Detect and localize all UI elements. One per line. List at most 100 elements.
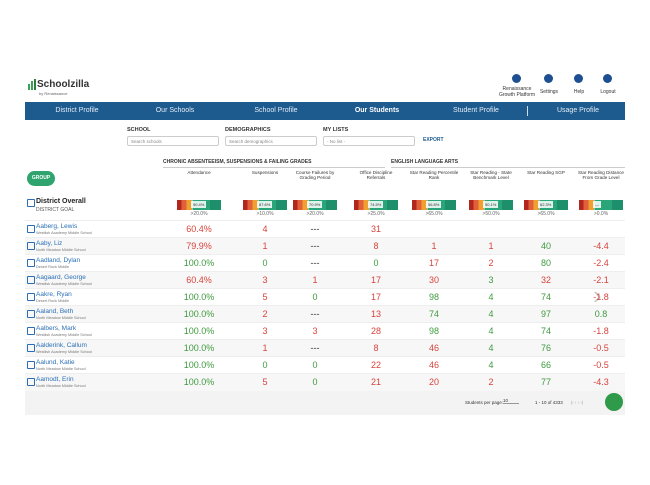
metric-value: 30: [428, 275, 439, 285]
metric-value: 100.0%: [183, 343, 215, 353]
metric-value: 22: [370, 360, 381, 370]
student-row: Aaland, Beth North Meadow Middle School 10…: [25, 305, 625, 323]
metric-value: 4: [488, 326, 494, 336]
metric-value: 2: [262, 309, 268, 319]
app: Schoolzilla by Renaissance District Prof…: [25, 70, 625, 415]
district-bar: 74.5%: [354, 200, 398, 210]
district-goal: >25.0%: [367, 211, 385, 217]
nav-item[interactable]: District Profile: [55, 107, 99, 114]
checkbox[interactable]: [27, 242, 35, 250]
checkbox[interactable]: [27, 259, 35, 267]
nav-item[interactable]: Usage Profile: [556, 107, 600, 114]
metric-value: ---: [310, 258, 320, 268]
student-name[interactable]: Aagaard, George: [36, 274, 86, 281]
district-bar: 90.4%: [177, 200, 221, 210]
metric-value: 3: [488, 275, 494, 285]
metric-value: 1: [431, 241, 437, 251]
scroll-arrow[interactable]: ›: [593, 280, 602, 310]
filter-select[interactable]: Search schools: [127, 136, 219, 146]
district-bar: 87.6%: [243, 200, 287, 210]
metric-value: 46: [428, 343, 439, 353]
district-bar-label: 90.4%: [191, 201, 207, 208]
metric-value: 4: [488, 360, 494, 370]
metric-value: 4: [488, 292, 494, 302]
district-bar-label: 62.3%: [538, 201, 554, 208]
column-group: CHRONIC ABSENTEEISM, SUSPENSIONS & FAILI…: [163, 159, 385, 168]
checkbox[interactable]: [27, 199, 35, 207]
student-name[interactable]: Aadland, Dylan: [36, 257, 81, 264]
student-name[interactable]: Aaland, Beth: [36, 308, 74, 315]
column-header: Star Reading Percentile Rank: [409, 170, 459, 180]
filter-select[interactable]: Search demographics: [225, 136, 317, 146]
header-icon[interactable]: [544, 74, 553, 83]
student-name[interactable]: Aamodt, Erin: [36, 376, 74, 383]
group-button[interactable]: GROUP: [27, 171, 55, 186]
metric-value: 97: [540, 309, 551, 319]
filter-label: SCHOOL: [127, 127, 151, 133]
metric-value: 100.0%: [183, 292, 215, 302]
student-name[interactable]: Aalund, Katie: [36, 359, 75, 366]
export-button[interactable]: EXPORT: [423, 137, 444, 143]
metric-value: 5: [262, 377, 268, 387]
metric-value: 98: [428, 292, 439, 302]
app-badge[interactable]: [605, 393, 623, 411]
nav-item[interactable]: Student Profile: [453, 107, 499, 114]
metric-value: 17: [370, 292, 381, 302]
metric-value: 0: [262, 258, 268, 268]
student-school: North Meadow Middle School: [36, 384, 86, 388]
header-icon[interactable]: [603, 74, 612, 83]
district-goal: >50.0%: [482, 211, 500, 217]
student-row: Aalderink, Callum Westlish Academy Middle…: [25, 339, 625, 357]
header-link[interactable]: Renaissance Growth Platform: [498, 86, 536, 98]
column-header: Suspensions: [251, 170, 279, 175]
brand: Schoolzilla: [37, 79, 90, 90]
metric-value: 8: [373, 241, 379, 251]
metric-value: 5: [262, 292, 268, 302]
checkbox[interactable]: [27, 310, 35, 318]
pager[interactable]: |‹ ‹ › ›|: [571, 400, 584, 405]
filter-label: DEMOGRAPHICS: [225, 127, 271, 133]
metric-value: ---: [310, 224, 320, 234]
checkbox[interactable]: [27, 361, 35, 369]
metric-value: 3: [262, 326, 268, 336]
checkbox[interactable]: [27, 225, 35, 233]
district-goal: >20.0%: [306, 211, 324, 217]
metric-value: 3: [312, 326, 318, 336]
metric-value: 79.9%: [186, 241, 212, 251]
checkbox[interactable]: [27, 344, 35, 352]
metric-value: 0: [262, 360, 268, 370]
student-row: Aakre, Ryan Desert Rock Middle 100.0% 5 0 17 9…: [25, 288, 625, 306]
district-goal: >20.0%: [190, 211, 208, 217]
metric-value: 4: [262, 224, 268, 234]
checkbox[interactable]: [27, 293, 35, 301]
district-bar-label: 87.6%: [257, 201, 273, 208]
metric-value: 100.0%: [183, 309, 215, 319]
checkbox[interactable]: [27, 327, 35, 335]
header-icon[interactable]: [512, 74, 521, 83]
per-page-select[interactable]: 10: [503, 398, 519, 404]
student-row: Aadland, Dylan Desert Rock Middle 100.0% 0 -…: [25, 254, 625, 272]
header-icon[interactable]: [574, 74, 583, 83]
filter-select[interactable]: - No list -: [323, 136, 415, 146]
student-name[interactable]: Aaberg, Lewis: [36, 223, 78, 230]
metric-value: 46: [428, 360, 439, 370]
header-link[interactable]: Help: [573, 89, 585, 95]
logo-icon: [28, 79, 36, 90]
nav-item[interactable]: Our Students: [354, 107, 400, 114]
header-link[interactable]: Settings: [539, 89, 559, 95]
nav-item[interactable]: Our Schools: [155, 107, 195, 114]
student-school: Westlish Academy Middle School: [36, 282, 92, 286]
district-bar-label: —: [593, 201, 601, 208]
column-header: Attendance: [187, 170, 211, 175]
student-name[interactable]: Aalbers, Mark: [36, 325, 77, 332]
metric-value: 74: [540, 326, 551, 336]
student-name[interactable]: Aaby, Liz: [36, 240, 63, 247]
student-name[interactable]: Aakre, Ryan: [36, 291, 72, 298]
student-name[interactable]: Aalderink, Callum: [36, 342, 87, 349]
header-link[interactable]: Logout: [600, 89, 616, 95]
district-bar: 62.3%: [524, 200, 568, 210]
nav-item[interactable]: School Profile: [254, 107, 298, 114]
checkbox[interactable]: [27, 276, 35, 284]
checkbox[interactable]: [27, 378, 35, 386]
